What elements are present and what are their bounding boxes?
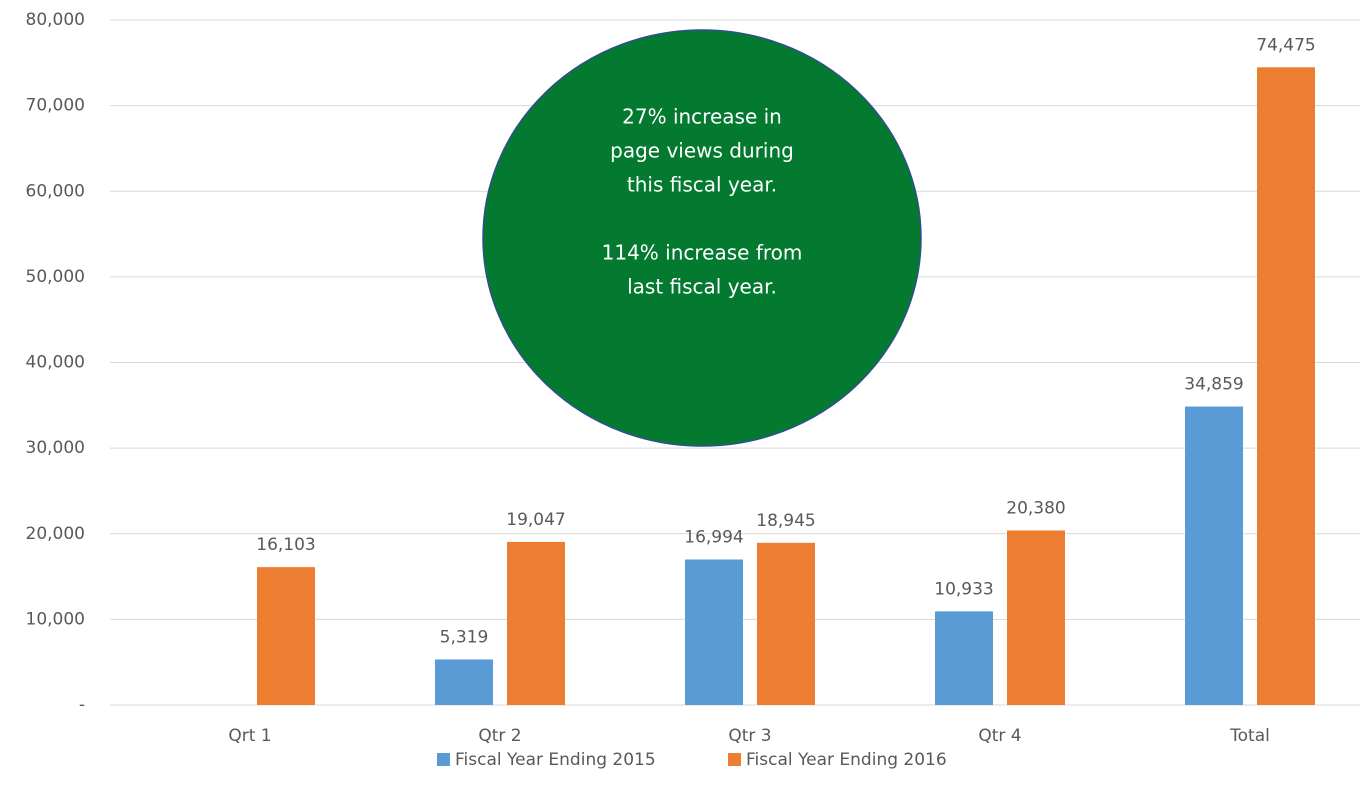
data-label: 19,047 (506, 510, 565, 530)
bar (435, 659, 493, 705)
bar (507, 541, 565, 705)
annotation-text: 114% increase from (602, 241, 803, 265)
data-label: 5,319 (440, 627, 489, 647)
annotation-text: last fiscal year. (627, 275, 777, 299)
bar (257, 567, 315, 705)
y-tick-label: 50,000 (26, 267, 85, 287)
y-tick-label: 70,000 (26, 96, 85, 116)
y-tick-label: 10,000 (26, 609, 85, 629)
y-tick-label: 30,000 (26, 438, 85, 458)
data-label: 18,945 (756, 511, 815, 531)
data-label: 16,103 (256, 535, 315, 555)
y-tick-label: - (79, 695, 85, 715)
legend-swatch (728, 753, 741, 766)
data-label: 20,380 (1006, 498, 1065, 518)
x-tick-label: Qtr 4 (978, 726, 1021, 746)
bar (935, 611, 993, 705)
x-tick-label: Qtr 2 (478, 726, 521, 746)
y-tick-label: 40,000 (26, 353, 85, 373)
x-tick-label: Qrt 1 (228, 726, 271, 746)
annotation-text: page views during (610, 139, 794, 163)
y-tick-label: 20,000 (26, 524, 85, 544)
x-tick-label: Total (1229, 726, 1270, 746)
data-label: 34,859 (1184, 375, 1243, 395)
data-label: 10,933 (934, 579, 993, 599)
bar (685, 559, 743, 705)
y-tick-label: 60,000 (26, 181, 85, 201)
data-label: 16,994 (684, 527, 743, 547)
y-tick-label: 80,000 (26, 10, 85, 30)
annotation-text: 27% increase in (622, 105, 782, 129)
legend-label: Fiscal Year Ending 2015 (455, 750, 656, 770)
bar (1185, 406, 1243, 705)
legend-label: Fiscal Year Ending 2016 (746, 750, 947, 770)
bar (1007, 530, 1065, 705)
annotation-text: this fiscal year. (627, 173, 777, 197)
bar (757, 542, 815, 705)
legend-swatch (437, 753, 450, 766)
x-tick-label: Qtr 3 (728, 726, 771, 746)
data-label: 74,475 (1256, 35, 1315, 55)
annotation-circle (482, 29, 922, 447)
bar (1257, 67, 1315, 706)
